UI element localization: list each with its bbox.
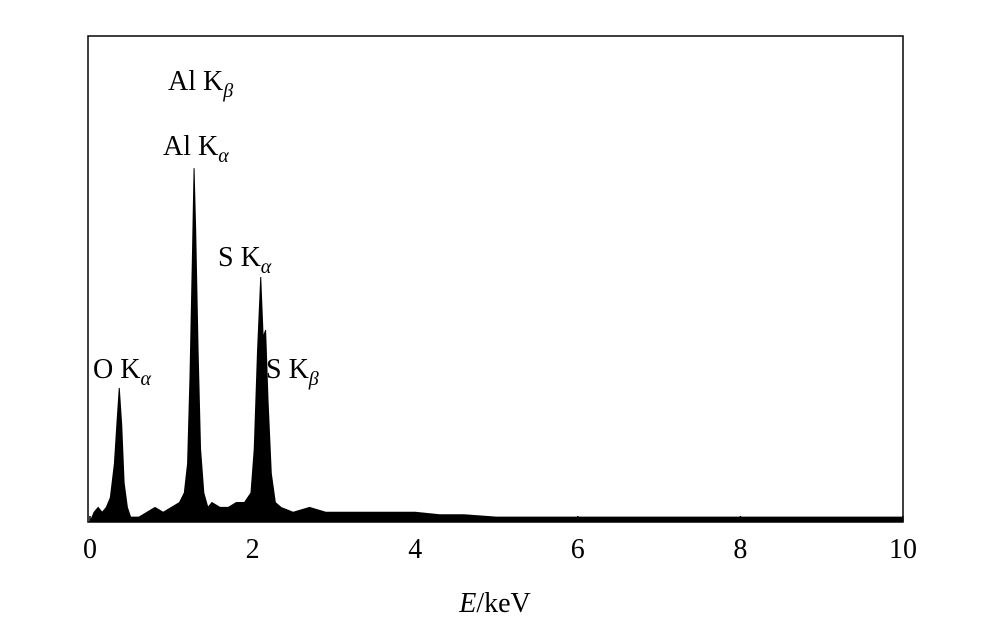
x-tick-label: 6 xyxy=(571,534,585,565)
peak-subscript: α xyxy=(261,256,272,278)
x-axis-label: E/keV xyxy=(458,588,531,619)
x-tick-label: 4 xyxy=(408,534,422,565)
peak-label: O Kα xyxy=(93,354,151,390)
x-tick-label: 10 xyxy=(889,534,917,565)
peak-line: Al K xyxy=(168,66,223,97)
x-tick-label: 0 xyxy=(83,534,97,565)
peak-subscript: β xyxy=(308,368,319,390)
peak-line: S K xyxy=(266,354,309,385)
peak-line: O K xyxy=(93,354,140,385)
x-axis-symbol: E xyxy=(458,588,476,619)
peak-label: S Kα xyxy=(218,242,272,278)
peak-label: S Kβ xyxy=(266,354,319,390)
peak-label: Al Kα xyxy=(163,131,229,167)
peak-line: Al K xyxy=(163,131,218,162)
peak-label: Al Kβ xyxy=(168,66,233,102)
plot-frame xyxy=(87,35,904,523)
x-tick-label: 8 xyxy=(733,534,747,565)
peak-subscript: β xyxy=(222,80,233,102)
x-tick-label: 2 xyxy=(246,534,260,565)
spectrum xyxy=(89,168,904,523)
peak-line: S K xyxy=(218,242,261,273)
peak-subscript: α xyxy=(218,145,229,167)
peak-subscript: α xyxy=(140,368,151,390)
x-axis-unit: /keV xyxy=(476,588,530,619)
